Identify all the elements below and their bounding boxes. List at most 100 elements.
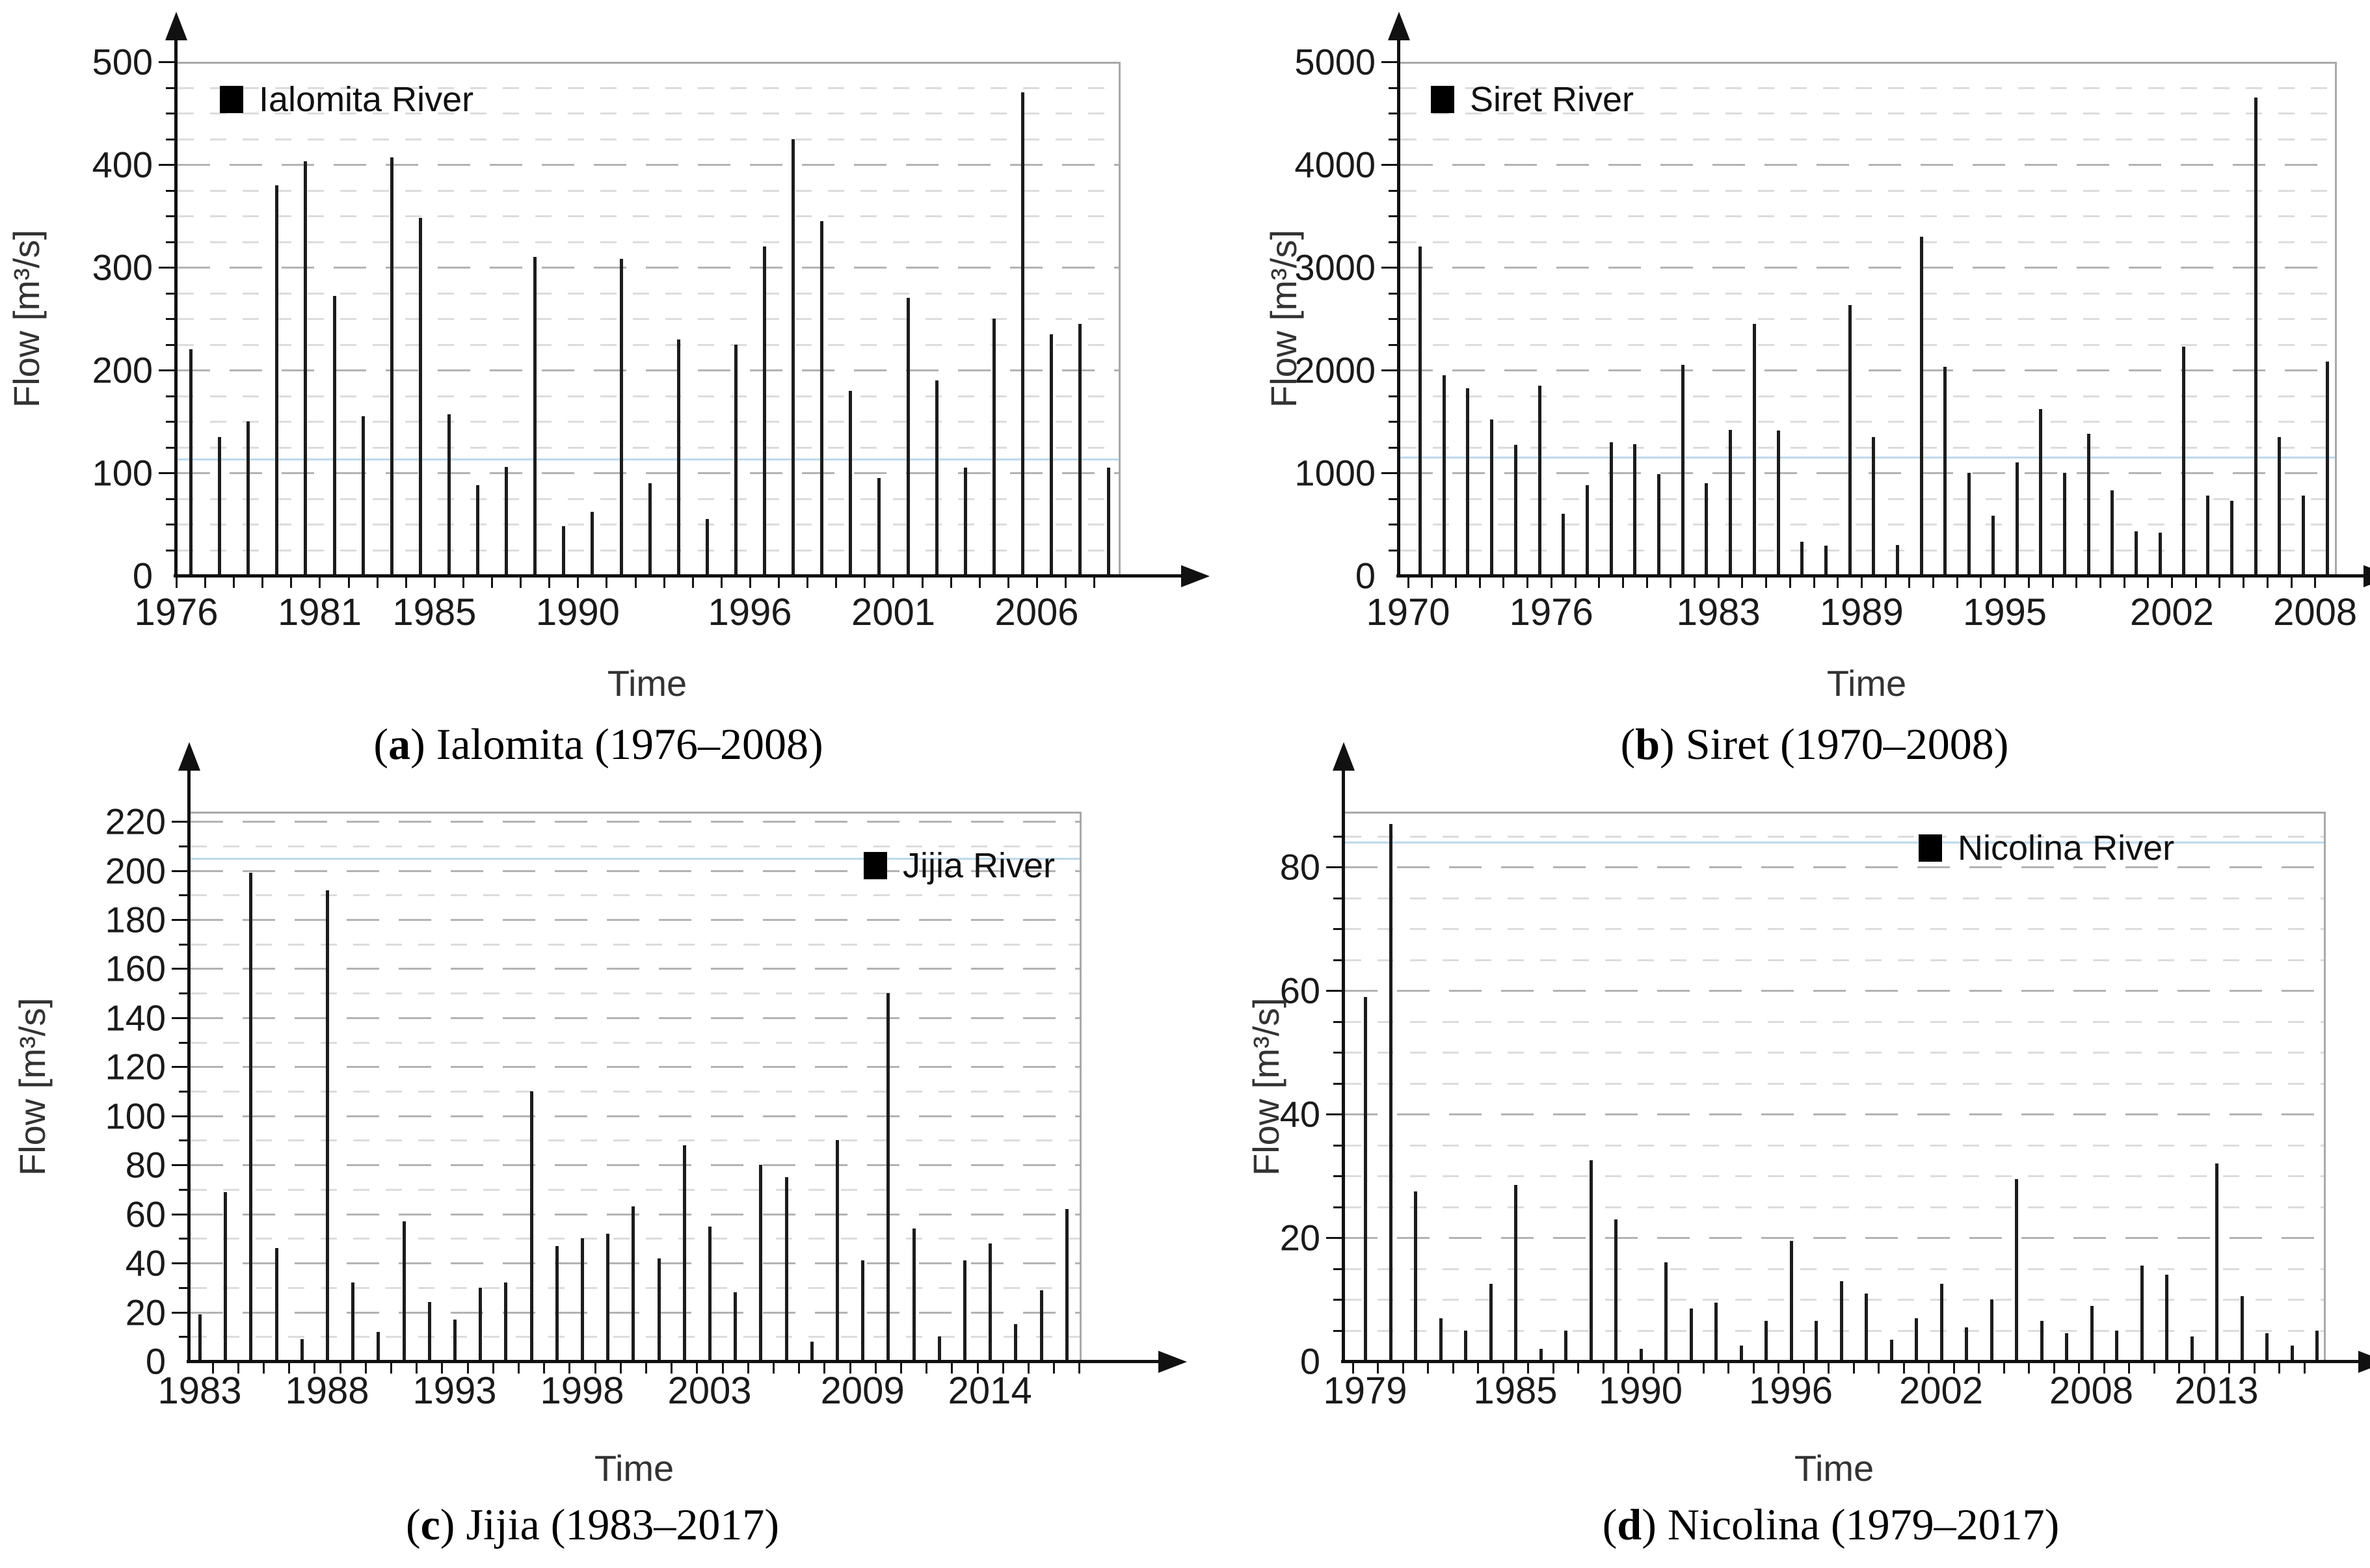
- bar: [989, 1243, 992, 1361]
- y-tick-minor: [1389, 318, 1397, 320]
- bar: [1065, 1209, 1069, 1361]
- y-tick-minor: [1333, 1268, 1342, 1270]
- bar: [820, 220, 824, 576]
- plot-frame-right: [2324, 812, 2326, 1361]
- panel-caption: (d) Nicolina (1979–2017): [1603, 1499, 2060, 1550]
- x-tick: [1621, 578, 1624, 588]
- y-tick-label: 40: [1279, 1093, 1320, 1135]
- panel-caption: (a) Ialomita (1976–2008): [373, 719, 823, 770]
- bar: [2158, 532, 2162, 576]
- x-axis-title: Time: [607, 663, 687, 704]
- gridline-major: [1345, 1237, 2324, 1240]
- gridline-minor: [1345, 897, 2324, 899]
- y-tick-minor: [166, 318, 174, 320]
- x-tick: [390, 1363, 392, 1374]
- x-tick: [2103, 1363, 2105, 1374]
- reference-line: [1400, 457, 2335, 459]
- x-tick: [1002, 1363, 1004, 1374]
- bar: [2015, 462, 2019, 576]
- x-tick: [233, 578, 235, 588]
- y-tick-major: [159, 472, 174, 474]
- y-tick-major: [172, 968, 187, 970]
- bar: [1764, 1321, 1768, 1361]
- bar: [1414, 1191, 1417, 1361]
- bar: [992, 319, 996, 576]
- bar: [562, 526, 566, 576]
- x-tick: [520, 578, 522, 588]
- bar: [1990, 1299, 1993, 1361]
- x-tick-label: 2008: [2273, 591, 2358, 633]
- reference-line: [191, 857, 1080, 860]
- y-tick-minor: [166, 524, 174, 525]
- x-tick: [1526, 578, 1529, 588]
- x-tick-label: 1993: [412, 1370, 497, 1412]
- x-tick: [1053, 1363, 1056, 1374]
- x-tick-label: 1976: [134, 591, 219, 633]
- gridline-minor: [1345, 1206, 2324, 1208]
- x-tick-label: 1983: [157, 1370, 242, 1412]
- y-tick-minor: [1389, 395, 1397, 397]
- bar: [1364, 996, 1367, 1361]
- x-tick-label: 1985: [392, 591, 477, 633]
- y-tick-major: [172, 1164, 187, 1167]
- x-tick: [1093, 578, 1096, 588]
- cap-open: (: [1602, 1500, 1618, 1549]
- bar: [218, 436, 222, 576]
- y-tick-minor: [166, 138, 174, 140]
- bar: [555, 1245, 559, 1361]
- bar: [1564, 1330, 1567, 1361]
- plot-frame-top: [189, 812, 1082, 814]
- bar: [1609, 442, 1613, 576]
- bar: [1539, 1349, 1543, 1361]
- x-tick: [339, 1363, 341, 1374]
- x-tick: [2078, 1363, 2081, 1374]
- gridline-minor: [1400, 189, 2335, 192]
- gridline-major: [178, 164, 1119, 166]
- bar: [1739, 1346, 1743, 1361]
- bar: [886, 993, 890, 1361]
- y-tick-major: [1381, 61, 1397, 63]
- x-tick: [978, 578, 981, 588]
- x-axis-arrow-icon: [1181, 565, 1210, 587]
- x-tick-label: 1996: [1748, 1370, 1833, 1412]
- x-tick: [1860, 578, 1863, 588]
- bar: [1490, 419, 1494, 576]
- cap-letter: d: [1617, 1500, 1642, 1549]
- bar: [1839, 1281, 1843, 1361]
- legend-swatch: [1919, 834, 1942, 862]
- x-tick: [1550, 578, 1552, 588]
- y-tick-label: 3000: [1294, 246, 1376, 288]
- y-tick-minor: [166, 215, 174, 217]
- x-tick: [645, 1363, 647, 1374]
- gridline-minor: [1345, 1052, 2324, 1054]
- bar: [453, 1319, 457, 1361]
- bar: [533, 257, 537, 576]
- gridline-minor: [1345, 1299, 2324, 1301]
- bar: [1464, 1330, 1467, 1361]
- gridline-major: [191, 918, 1080, 921]
- x-axis: [1341, 1360, 2361, 1363]
- x-tick: [1455, 578, 1458, 588]
- gridline-minor: [191, 1286, 1080, 1289]
- y-tick-label: 400: [92, 144, 153, 185]
- gridline-major: [1400, 164, 2335, 166]
- gridline-minor: [1400, 421, 2335, 423]
- bar: [734, 344, 738, 576]
- gridline-minor: [1400, 86, 2335, 89]
- x-tick: [2178, 1363, 2181, 1374]
- x-axis: [1396, 574, 2366, 578]
- bar: [326, 890, 329, 1361]
- legend-swatch: [220, 86, 243, 113]
- x-tick-label: 1981: [277, 591, 362, 633]
- x-tick: [1670, 578, 1672, 588]
- x-tick: [778, 578, 780, 588]
- y-axis-title: Flow [m³/s]: [1245, 997, 1286, 1176]
- x-tick: [864, 578, 866, 588]
- x-tick: [568, 1363, 571, 1374]
- y-axis-arrow-icon: [165, 12, 187, 40]
- y-tick-label: 0: [132, 555, 153, 596]
- y-tick-minor: [1333, 1020, 1342, 1023]
- plot-frame-right: [2335, 62, 2337, 576]
- x-tick: [1407, 578, 1409, 588]
- gridline-minor: [1345, 835, 2324, 838]
